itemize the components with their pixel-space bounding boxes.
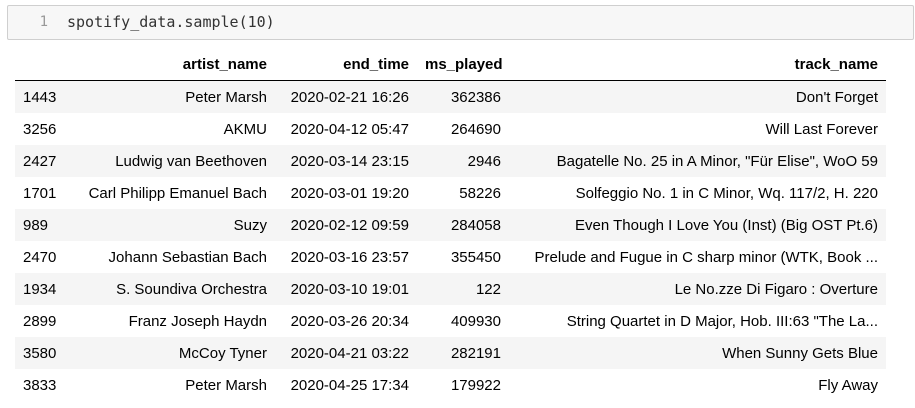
end-time-cell: 2020-03-26 20:34 — [290, 312, 409, 330]
end-time-cell: 2020-03-10 19:01 — [290, 280, 409, 298]
row-index: 1701 — [23, 184, 57, 202]
track-name-cell: Don't Forget — [795, 88, 878, 106]
end-time-cell: 2020-03-16 23:57 — [290, 248, 409, 266]
table-row: 2470 Johann Sebastian Bach 2020-03-16 23:5… — [15, 241, 886, 273]
track-name-cell: Prelude and Fugue in C sharp minor (WTK,… — [534, 248, 878, 266]
header-row: artist_name end_time ms_played track_nam… — [15, 49, 886, 81]
ms-played-cell: 355450 — [450, 248, 501, 266]
artist-name-cell: Peter Marsh — [185, 376, 267, 394]
row-index: 2899 — [23, 312, 57, 330]
index-header — [15, 49, 65, 81]
end-time-cell: 2020-03-14 23:15 — [290, 152, 409, 170]
row-index: 2470 — [23, 248, 57, 266]
end-time-cell: 2020-04-21 03:22 — [290, 344, 409, 362]
table-row: 3580 McCoy Tyner 2020-04-21 03:22 282191 Whe… — [15, 337, 886, 369]
column-header-artist-name: artist_name — [65, 49, 275, 81]
table-row: 1701 Carl Philipp Emanuel Bach 2020-03-01 … — [15, 177, 886, 209]
track-name-cell: Will Last Forever — [765, 120, 878, 138]
ms-played-cell: 284058 — [450, 216, 501, 234]
end-time-cell: 2020-02-12 09:59 — [290, 216, 409, 234]
table-header: artist_name end_time ms_played track_nam… — [15, 49, 886, 81]
row-index: 989 — [23, 216, 49, 234]
end-time-cell: 2020-04-12 05:47 — [290, 120, 409, 138]
artist-name-cell: AKMU — [223, 120, 267, 138]
table-row: 3833 Peter Marsh 2020-04-25 17:34 179922 Fly… — [15, 369, 886, 401]
artist-name-cell: Franz Joseph Haydn — [128, 312, 267, 330]
track-name-cell: Solfeggio No. 1 in C Minor, Wq. 117/2, H… — [575, 184, 878, 202]
ms-played-cell: 122 — [475, 280, 501, 298]
table-row: 2427 Ludwig van Beethoven 2020-03-14 23:15… — [15, 145, 886, 177]
dataframe-table: artist_name end_time ms_played track_nam… — [15, 49, 886, 401]
cell-output: artist_name end_time ms_played track_nam… — [15, 49, 886, 401]
artist-name-cell: McCoy Tyner — [178, 344, 267, 362]
artist-name-cell: Carl Philipp Emanuel Bach — [88, 184, 267, 202]
ms-played-cell: 282191 — [450, 344, 501, 362]
table-row: 2899 Franz Joseph Haydn 2020-03-26 20:34 40… — [15, 305, 886, 337]
column-header-ms-played: ms_played — [417, 49, 509, 81]
line-number: 1 — [39, 14, 48, 30]
artist-name-cell: Johann Sebastian Bach — [108, 248, 267, 266]
end-time-cell: 2020-03-01 19:20 — [290, 184, 409, 202]
track-name-cell: Le No.zze Di Figaro : Overture — [674, 280, 878, 298]
row-index: 2427 — [23, 152, 57, 170]
track-name-cell: Fly Away — [818, 376, 878, 394]
end-time-cell: 2020-04-25 17:34 — [290, 376, 409, 394]
table-row: 1443 Peter Marsh 2020-02-21 16:26 362386 Don… — [15, 80, 886, 113]
code-input[interactable]: spotify_data.sample(10) — [67, 13, 275, 31]
row-index: 3833 — [23, 376, 57, 394]
table-row: 3256 AKMU 2020-04-12 05:47 264690 Will Last … — [15, 113, 886, 145]
track-name-cell: Even Though I Love You (Inst) (Big OST P… — [575, 216, 878, 234]
end-time-cell: 2020-02-21 16:26 — [290, 88, 409, 106]
track-name-cell: Bagatelle No. 25 in A Minor, "Für Elise"… — [556, 152, 878, 170]
artist-name-cell: Suzy — [233, 216, 267, 234]
ms-played-cell: 179922 — [450, 376, 501, 394]
artist-name-cell: Ludwig van Beethoven — [115, 152, 267, 170]
row-index: 3256 — [23, 120, 57, 138]
table-row: 1934 S. Soundiva Orchestra 2020-03-10 19:0… — [15, 273, 886, 305]
ms-played-cell: 409930 — [450, 312, 501, 330]
track-name-cell: When Sunny Gets Blue — [722, 344, 878, 362]
row-index: 1443 — [23, 88, 57, 106]
track-name-cell: String Quartet in D Major, Hob. III:63 "… — [566, 312, 878, 330]
artist-name-cell: S. Soundiva Orchestra — [116, 280, 267, 298]
row-index: 1934 — [23, 280, 57, 298]
artist-name-cell: Peter Marsh — [185, 88, 267, 106]
ms-played-cell: 58226 — [459, 184, 501, 202]
table-row: 989 Suzy 2020-02-12 09:59 284058 Even Though… — [15, 209, 886, 241]
code-cell[interactable]: 1 spotify_data.sample(10) — [7, 5, 914, 40]
ms-played-cell: 362386 — [450, 88, 501, 106]
ms-played-cell: 2946 — [467, 152, 501, 170]
ms-played-cell: 264690 — [450, 120, 501, 138]
table-body: 1443 Peter Marsh 2020-02-21 16:26 362386 Don… — [15, 80, 886, 401]
column-header-end-time: end_time — [275, 49, 417, 81]
column-header-track-name: track_name — [509, 49, 886, 81]
row-index: 3580 — [23, 344, 57, 362]
